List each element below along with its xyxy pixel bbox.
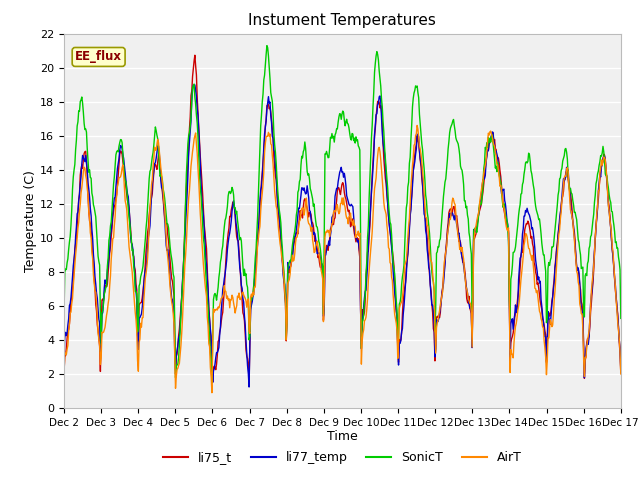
SonicT (184, 141, 192, 146)
li75_t (617, 370, 625, 376)
li75_t (70, 259, 78, 265)
li75_t (412, 145, 419, 151)
li77_temp (127, 240, 135, 246)
SonicT (617, 315, 625, 321)
SonicT (208, 380, 216, 386)
AirT (60, 370, 68, 375)
li77_temp (70, 256, 78, 262)
Legend: li75_t, li77_temp, SonicT, AirT: li75_t, li77_temp, SonicT, AirT (158, 446, 527, 469)
li77_temp (245, 384, 253, 390)
AirT (70, 272, 78, 278)
Title: Instument Temperatures: Instument Temperatures (248, 13, 436, 28)
li75_t (127, 240, 135, 245)
AirT (214, 304, 222, 310)
Text: EE_flux: EE_flux (75, 50, 122, 63)
Line: AirT: AirT (64, 125, 621, 393)
li75_t (245, 379, 253, 385)
li75_t (60, 370, 68, 376)
X-axis label: Time: Time (327, 431, 358, 444)
li75_t (428, 301, 436, 307)
li77_temp (428, 302, 436, 308)
SonicT (60, 313, 68, 319)
li75_t (214, 339, 222, 345)
Line: li75_t: li75_t (64, 55, 621, 382)
AirT (411, 141, 419, 147)
SonicT (263, 43, 271, 48)
AirT (428, 260, 436, 265)
li77_temp (191, 82, 198, 88)
AirT (184, 209, 192, 215)
SonicT (127, 237, 135, 242)
AirT (127, 263, 135, 268)
Line: li77_temp: li77_temp (64, 85, 621, 387)
SonicT (214, 285, 222, 290)
AirT (617, 371, 625, 377)
li77_temp (214, 348, 222, 353)
li77_temp (184, 173, 192, 179)
Line: SonicT: SonicT (64, 46, 621, 383)
SonicT (412, 83, 419, 89)
SonicT (428, 269, 436, 275)
AirT (413, 122, 421, 128)
li77_temp (412, 151, 419, 157)
li75_t (184, 159, 192, 165)
li77_temp (617, 366, 625, 372)
li77_temp (60, 356, 68, 361)
Y-axis label: Temperature (C): Temperature (C) (24, 170, 37, 272)
SonicT (70, 167, 78, 173)
AirT (208, 390, 216, 396)
li75_t (191, 52, 198, 58)
